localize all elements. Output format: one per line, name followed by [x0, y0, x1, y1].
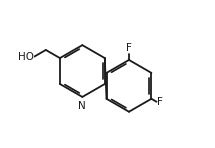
Text: F: F — [126, 43, 132, 53]
Text: F: F — [157, 97, 163, 107]
Text: HO: HO — [18, 52, 34, 62]
Text: N: N — [78, 101, 86, 111]
